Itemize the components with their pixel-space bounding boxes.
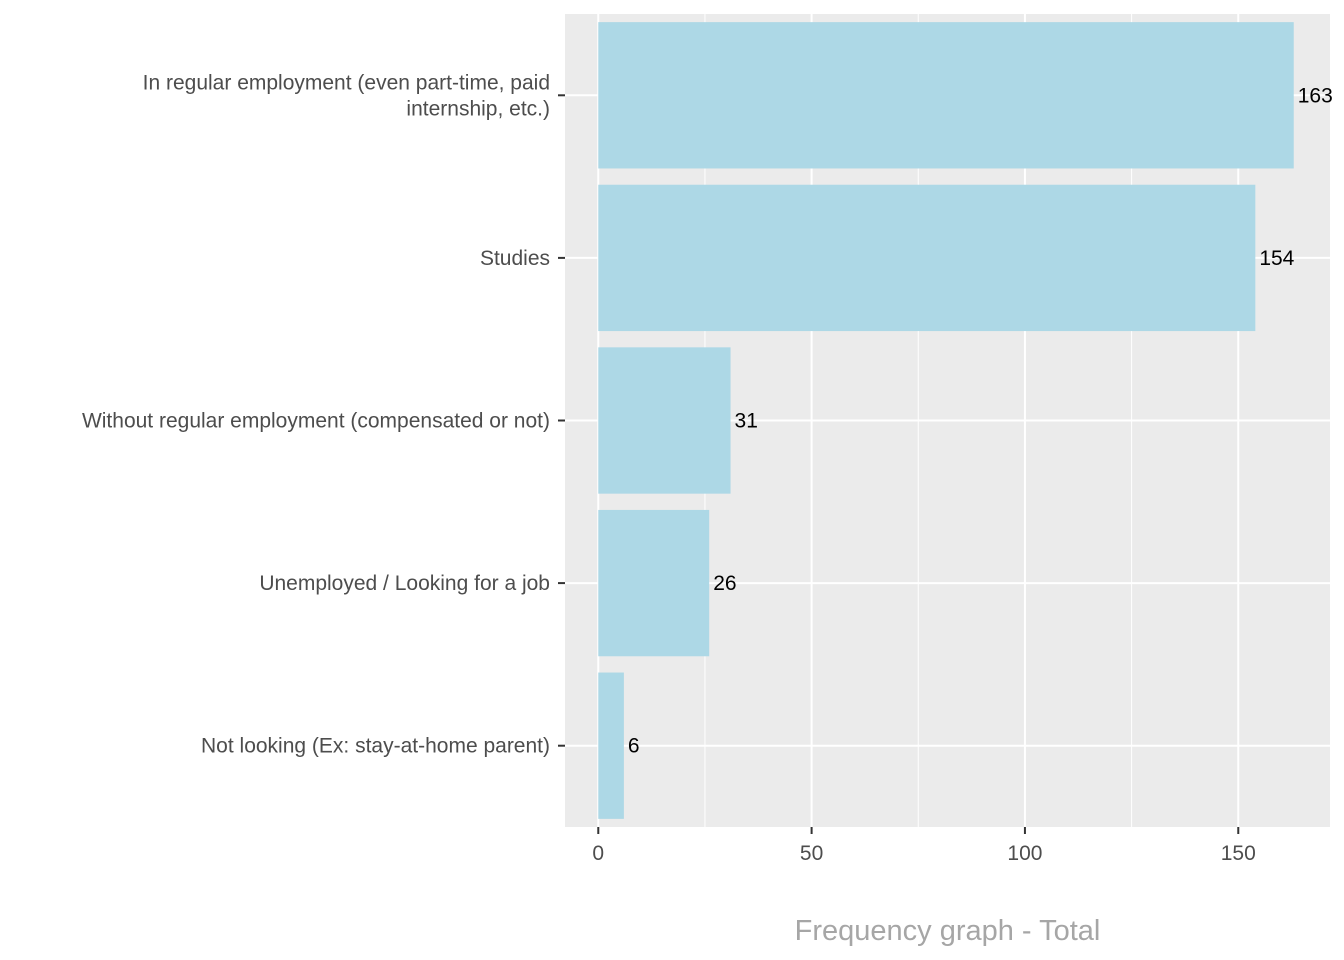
bar [598,184,1256,332]
category-label: In regular employment (even part-time, p… [143,71,550,120]
bar [598,672,624,819]
x-axis-title: Frequency graph - Total [795,915,1101,947]
x-tick-label: 50 [800,842,823,865]
x-tick-label: 150 [1221,842,1256,865]
category-label: Not looking (Ex: stay-at-home parent) [201,735,550,758]
bar [598,22,1294,169]
x-tick-label: 0 [592,842,604,865]
bar-value-label: 154 [1259,247,1294,270]
category-label: Unemployed / Looking for a job [259,572,550,595]
bar-value-label: 31 [735,410,758,433]
bar [598,509,710,657]
x-tick-label: 100 [1007,842,1042,865]
bar-value-label: 163 [1298,84,1333,107]
category-label: Studies [480,247,550,270]
bar-value-label: 6 [628,735,640,758]
y-axis: In regular employment (even part-time, p… [82,71,565,758]
data-labels: 163 154 31 26 6 [628,84,1333,757]
bar-value-label: 26 [713,572,736,595]
x-axis: 0 50 100 150 [592,827,1256,865]
category-label: Without regular employment (compensated … [82,410,550,433]
bar [598,347,731,494]
bar-series [598,22,1294,819]
